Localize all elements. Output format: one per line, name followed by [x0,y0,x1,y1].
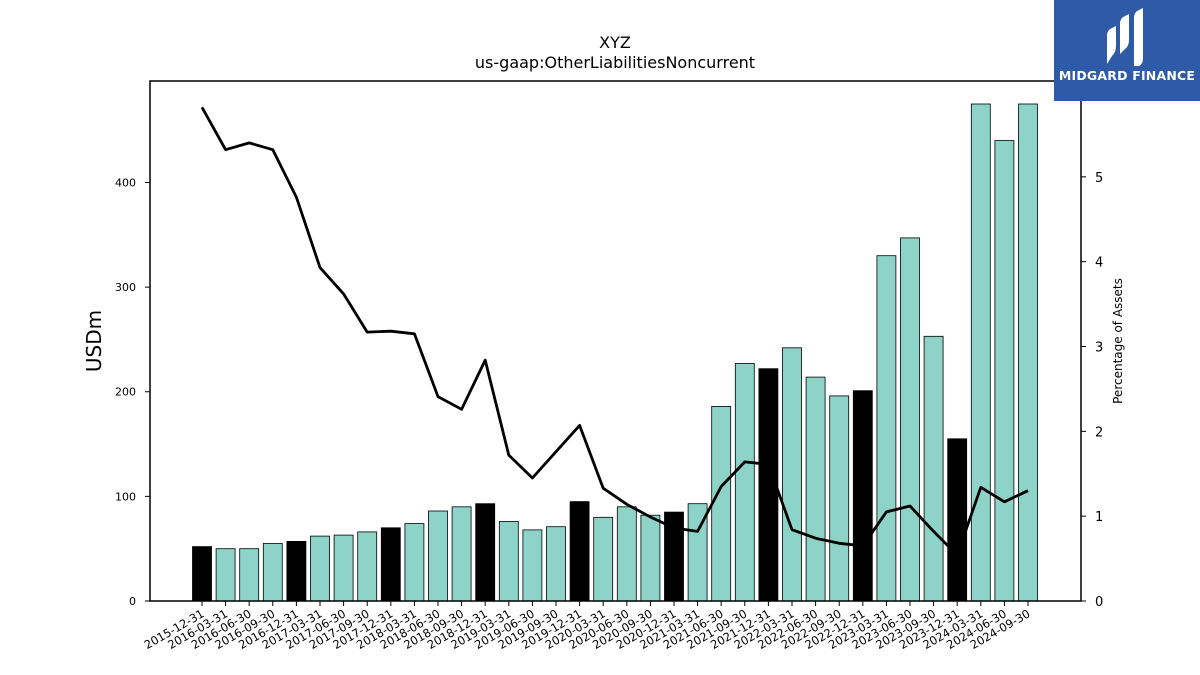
y-tick-label-right: 0 [1095,595,1103,610]
logo-text: MIDGARD FINANCE [1058,68,1196,83]
y-tick-label-left: 0 [129,595,136,608]
bar [522,529,543,602]
bar [640,514,661,602]
percentage-line-series [200,106,1029,557]
bar [852,390,873,602]
bar [947,438,968,602]
bar [923,335,944,602]
y-tick-label-right: 3 [1095,341,1103,356]
bar [805,376,826,602]
bar [782,347,802,602]
y-tick-label-left: 400 [115,176,136,189]
plot-frame [149,80,1082,602]
bar [451,506,472,602]
bar [262,543,283,602]
bar [428,510,448,602]
bar [734,363,755,602]
bar [192,546,212,602]
bar [310,535,330,602]
bar [215,548,236,602]
bar [1018,103,1038,602]
y-tick-label-right: 4 [1095,256,1103,271]
bar [404,523,425,602]
bar [380,527,401,602]
y-tick-label-right: 2 [1095,425,1103,440]
midgard-finance-logo: MIDGARD FINANCE [1054,0,1200,101]
y-axis-label-left: USDm [82,310,106,372]
bar [239,548,260,602]
percentage-line [200,106,1029,557]
axes: 01002003004000123452015-12-312016-03-312… [115,80,1103,652]
midgard-logo-icon [1107,8,1143,66]
bar [970,103,991,602]
bar [994,140,1015,602]
bar [475,503,496,602]
bar [357,531,378,602]
y-tick-label-right: 1 [1095,510,1103,525]
y-tick-label-left: 300 [115,281,136,294]
bar [333,534,354,602]
chart-title: XYZ [599,33,631,52]
bar [616,506,637,602]
bar [593,516,614,602]
bars [192,103,1038,602]
bar [829,395,850,602]
bar [286,541,307,602]
bar [711,405,732,602]
bar [876,255,897,602]
y-tick-label-left: 200 [115,386,136,399]
y-axis-label-right: Percentage of Assets [1111,278,1125,404]
y-tick-label-left: 100 [115,490,136,503]
bar [546,526,566,602]
chart-subtitle: us-gaap:OtherLiabilitiesNoncurrent [475,53,755,72]
bar [900,237,920,602]
y-tick-label-right: 5 [1095,171,1103,186]
bar [498,521,519,602]
bar [569,501,590,602]
